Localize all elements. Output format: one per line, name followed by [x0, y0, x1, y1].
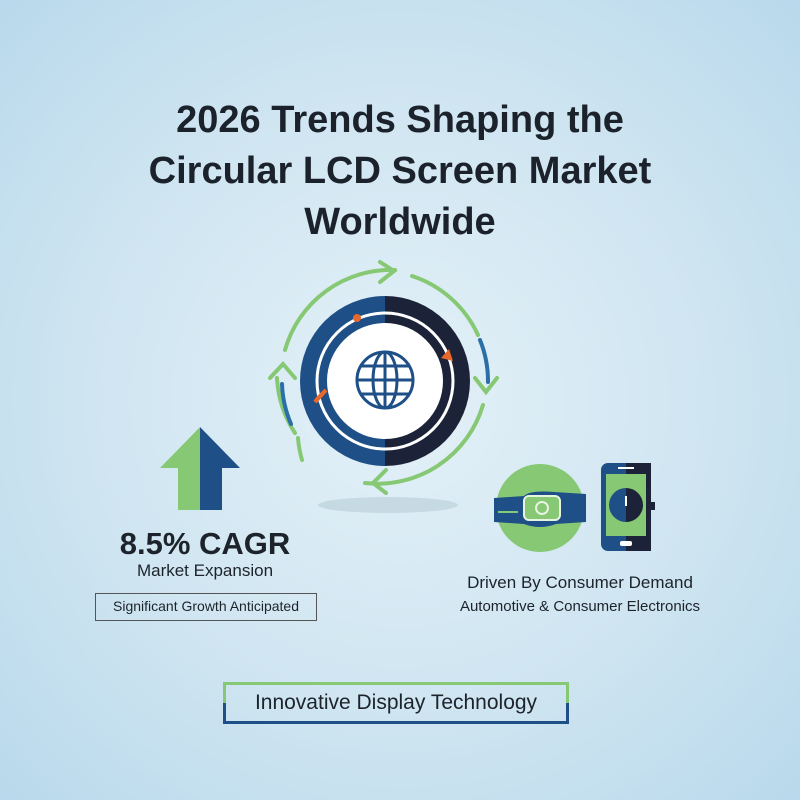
demand-title: Driven By Consumer Demand: [467, 573, 693, 592]
globe-icon: [355, 350, 415, 410]
demand-subtitle: Automotive & Consumer Electronics: [459, 598, 701, 615]
growth-badge: Significant Growth Anticipated: [95, 593, 317, 621]
smartwatch-icon: [494, 464, 586, 552]
footer-label: Innovative Display Technology: [254, 691, 538, 714]
cagr-label: Market Expansion: [136, 561, 274, 580]
title-line-2: Circular LCD Screen Market: [148, 150, 652, 192]
footer-banner: Innovative Display Technology: [223, 682, 569, 724]
title-line-3: Worldwide: [304, 201, 496, 243]
smartphone-icon: [601, 463, 655, 551]
cagr-value: 8.5% CAGR: [119, 526, 291, 561]
page-title: 2026 Trends Shaping the Circular LCD Scr…: [0, 95, 800, 248]
up-arrow-icon: [160, 427, 240, 510]
title-line-1: 2026 Trends Shaping the: [176, 99, 624, 141]
